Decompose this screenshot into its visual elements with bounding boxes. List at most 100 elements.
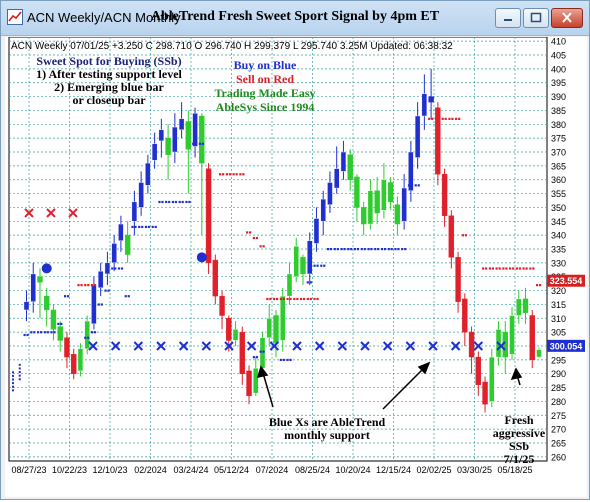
red-signal-dot (482, 267, 485, 270)
red-signal-dot (77, 284, 80, 287)
red-signal-dot (296, 297, 299, 301)
candle-body (394, 204, 401, 225)
blue-signal-dot (84, 336, 87, 339)
dotted-bar-point (12, 378, 14, 381)
grid-lines (8, 36, 548, 462)
red-signal-dot (289, 297, 292, 301)
y-tick-label: 265 (551, 438, 566, 448)
blue-signal-dot (404, 248, 407, 251)
red-signal-dot (525, 267, 528, 270)
candle-body (307, 240, 313, 275)
signal-dots (23, 117, 542, 362)
candle-body (178, 118, 185, 131)
red-signal-dot (235, 173, 238, 176)
dotted-bar-point (12, 389, 14, 392)
candle-body (428, 96, 434, 103)
window-title: ACN Weekly/ACN Monthly (27, 10, 181, 25)
blue-signal-dot (36, 331, 40, 334)
monthly-support-x (156, 341, 166, 351)
candle-body (293, 246, 299, 277)
candle-body (124, 234, 131, 255)
candle-body (435, 107, 441, 175)
blue-signal-dot (158, 200, 161, 204)
y-tick-label: 390 (551, 92, 566, 102)
candle-body (30, 273, 36, 302)
red-signal-dot (434, 117, 438, 120)
candle-body (360, 207, 367, 225)
minimize-button[interactable] (495, 8, 521, 28)
sweet-spot-line-1: 1) After testing support level (36, 67, 182, 81)
close-button[interactable] (551, 8, 583, 28)
candle-body (374, 190, 380, 214)
blue-signal-dot (417, 184, 420, 187)
dotted-bar-point (18, 367, 21, 370)
red-signal-dot (282, 297, 285, 301)
monthly-support-x (337, 341, 348, 351)
blue-signal-dot (360, 248, 363, 251)
x-tick-label: 02/02/25 (416, 465, 451, 475)
blue-xs-line-2: monthly support (284, 428, 370, 442)
buy-sell-annotation: Buy on Blue Sell on Red Trading Made Eas… (214, 58, 315, 114)
arrow-line-left (262, 372, 274, 408)
blue-signal-dot (407, 184, 411, 187)
monthly-support-x (405, 341, 416, 351)
blue-signal-dot (117, 267, 121, 270)
blue-signal-dot (151, 225, 154, 229)
candle-body (246, 370, 252, 397)
candle-body (23, 301, 30, 311)
red-signal-dot (242, 173, 245, 176)
monthly-support-x (201, 341, 212, 351)
blue-signal-dot (181, 200, 184, 204)
sweet-spot-title: Sweet Spot for Buying (SSb) (36, 54, 181, 68)
x-tick-label: 12/10/23 (92, 465, 127, 475)
candle-body (468, 331, 475, 358)
arrow-head-fresh (510, 367, 523, 381)
dotted-bar-point (12, 385, 14, 388)
x-tick-label: 10/22/23 (52, 465, 87, 475)
candle-body (354, 176, 360, 208)
info-line: ACN Weekly 07/01/25 +3.250 C 298.710 O 2… (11, 41, 453, 52)
maximize-button[interactable] (523, 8, 549, 28)
blue-signal-dot (165, 200, 168, 204)
blue-signal-dot (356, 248, 360, 251)
x-tick-label: 05/18/25 (497, 465, 532, 475)
blue-signal-dot (363, 248, 366, 251)
title-bar[interactable]: ACN Weekly/ACN Monthly AbleTrend Fresh S… (1, 1, 589, 36)
monthly-support-x (496, 341, 506, 351)
candle-body (50, 309, 57, 330)
red-signal-dot (259, 245, 262, 248)
red-signal-dot (461, 234, 465, 237)
blue-signal-dot (377, 248, 380, 251)
candle-body (205, 168, 212, 264)
sweet-spot-line-3: or closeup bar (72, 93, 146, 107)
red-signal-dot (539, 284, 542, 287)
red-signal-dot (225, 173, 228, 176)
y-tick-label: 380 (551, 120, 566, 130)
candle-body (441, 173, 448, 216)
blue-signal-dot (259, 350, 262, 353)
candle-body (414, 115, 421, 158)
red-signal-dot (93, 284, 97, 287)
y-tick-label: 260 (551, 452, 566, 462)
y-tick-label: 305 (551, 328, 566, 338)
red-signal-dot (316, 297, 319, 301)
blue-signal-dot (30, 331, 33, 334)
close-icon (562, 12, 572, 23)
red-signal-dot (488, 267, 491, 270)
candle-body (448, 215, 455, 258)
blue-signal-dot (144, 225, 148, 229)
red-signal-dot (255, 236, 258, 240)
blue-signal-dot (90, 331, 94, 334)
price-chart[interactable]: 2602652702752802852902953003053103153203… (5, 36, 587, 497)
y-tick-label: 375 (551, 134, 566, 144)
y-tick-label: 290 (551, 369, 566, 379)
dotted-bar-point (12, 374, 14, 377)
candle-body (151, 143, 158, 161)
candle-body (273, 315, 279, 344)
candle-body (239, 331, 245, 374)
candle-body (327, 182, 333, 205)
chart-area[interactable]: 2602652702752802852902953003053103153203… (5, 36, 587, 497)
blue-signal-dot (53, 331, 56, 334)
red-signal-dot (431, 117, 434, 120)
